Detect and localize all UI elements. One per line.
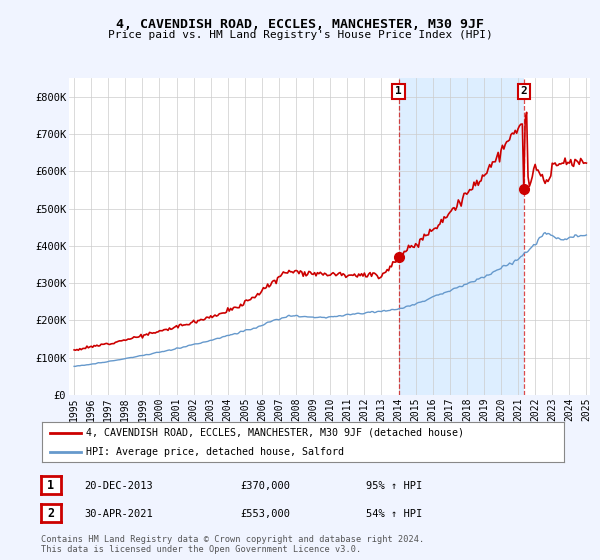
Text: Contains HM Land Registry data © Crown copyright and database right 2024.
This d: Contains HM Land Registry data © Crown c… — [41, 535, 424, 554]
Text: £370,000: £370,000 — [240, 480, 290, 491]
Text: 54% ↑ HPI: 54% ↑ HPI — [366, 508, 422, 519]
Text: 4, CAVENDISH ROAD, ECCLES, MANCHESTER, M30 9JF (detached house): 4, CAVENDISH ROAD, ECCLES, MANCHESTER, M… — [86, 428, 464, 437]
Text: Price paid vs. HM Land Registry's House Price Index (HPI): Price paid vs. HM Land Registry's House … — [107, 30, 493, 40]
Text: 4, CAVENDISH ROAD, ECCLES, MANCHESTER, M30 9JF: 4, CAVENDISH ROAD, ECCLES, MANCHESTER, M… — [116, 18, 484, 31]
Text: 20-DEC-2013: 20-DEC-2013 — [84, 480, 153, 491]
Text: 2: 2 — [47, 507, 54, 520]
Text: 30-APR-2021: 30-APR-2021 — [84, 508, 153, 519]
Bar — [398, 78, 524, 395]
Text: 95% ↑ HPI: 95% ↑ HPI — [366, 480, 422, 491]
Text: 1: 1 — [395, 86, 402, 96]
Text: HPI: Average price, detached house, Salford: HPI: Average price, detached house, Salf… — [86, 447, 344, 457]
Text: £553,000: £553,000 — [240, 508, 290, 519]
Text: 2: 2 — [520, 86, 527, 96]
Text: 1: 1 — [47, 479, 54, 492]
